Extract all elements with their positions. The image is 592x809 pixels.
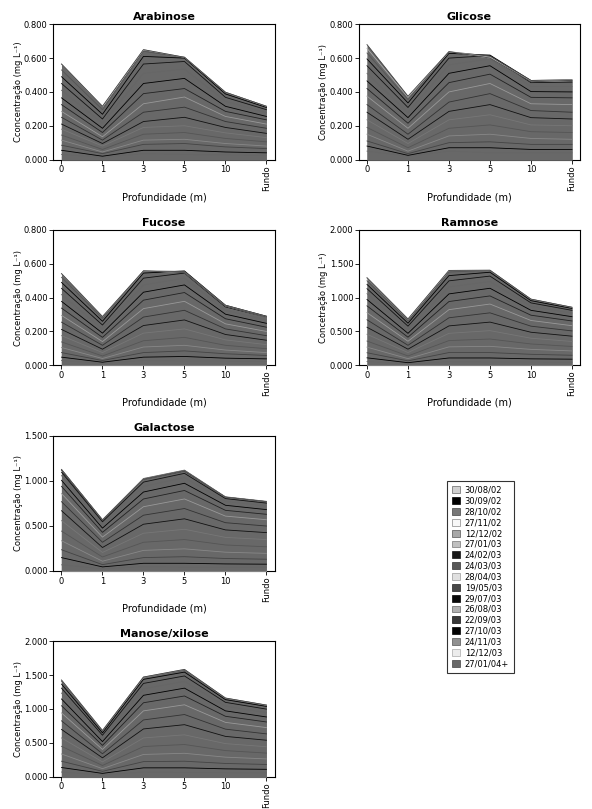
Title: Ramnose: Ramnose xyxy=(441,218,498,228)
Legend: 30/08/02, 30/09/02, 28/10/02, 27/11/02, 12/12/02, 27/01/03, 24/02/03, 24/03/03, : 30/08/02, 30/09/02, 28/10/02, 27/11/02, … xyxy=(447,481,514,673)
X-axis label: Profundidade (m): Profundidade (m) xyxy=(427,193,512,202)
Y-axis label: Cconcentração (mg L⁻¹): Cconcentração (mg L⁻¹) xyxy=(14,41,22,142)
Y-axis label: Concentração (mg L⁻¹): Concentração (mg L⁻¹) xyxy=(14,661,22,757)
Y-axis label: Concentração (mg L⁻¹): Concentração (mg L⁻¹) xyxy=(14,250,22,345)
Title: Fucose: Fucose xyxy=(142,218,186,228)
X-axis label: Profundidade (m): Profundidade (m) xyxy=(121,398,207,408)
X-axis label: Profundidade (m): Profundidade (m) xyxy=(121,604,207,613)
Title: Arabinose: Arabinose xyxy=(133,12,195,22)
Title: Glicose: Glicose xyxy=(447,12,492,22)
Title: Manose/xilose: Manose/xilose xyxy=(120,629,208,639)
Y-axis label: Concentração (mg L⁻¹): Concentração (mg L⁻¹) xyxy=(14,455,22,551)
X-axis label: Profundidade (m): Profundidade (m) xyxy=(121,193,207,202)
X-axis label: Profundidade (m): Profundidade (m) xyxy=(427,398,512,408)
Y-axis label: Concetração (mg L⁻¹): Concetração (mg L⁻¹) xyxy=(319,252,328,343)
Y-axis label: Concentração (mg L⁻¹): Concentração (mg L⁻¹) xyxy=(319,44,328,140)
Title: Galactose: Galactose xyxy=(133,423,195,434)
